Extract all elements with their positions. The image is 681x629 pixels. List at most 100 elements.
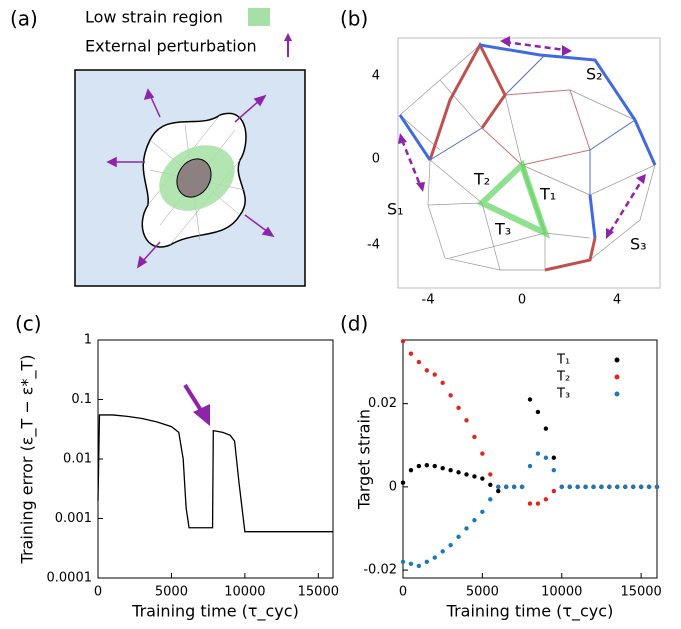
- arrow-heads: [398, 36, 646, 239]
- label: T₃: [494, 220, 511, 239]
- y-tick-label: -0.02: [363, 563, 397, 578]
- legend-text: External perturbation: [85, 37, 257, 56]
- data-point: [630, 484, 636, 490]
- label: S₂: [586, 65, 603, 84]
- data-point: [416, 463, 422, 469]
- data-point: [408, 351, 414, 356]
- annotation-arrow: [183, 383, 204, 414]
- legend-swatch: [248, 8, 270, 26]
- x-axis-label: Training time (τ_cyc): [446, 602, 614, 622]
- data-point: [480, 476, 485, 481]
- data-point: [551, 468, 557, 473]
- target-edge: [520, 164, 547, 234]
- y-tick-label: 0: [389, 479, 397, 494]
- data-point: [440, 465, 445, 471]
- data-point: [646, 484, 652, 490]
- y-tick-label: 0.0001: [47, 571, 93, 586]
- legend-marker: [614, 374, 620, 380]
- label: S₃: [630, 235, 647, 254]
- path-blue: [398, 114, 432, 161]
- data-point: [424, 463, 430, 468]
- x-tick-label: 10000: [541, 585, 582, 600]
- data-line: [97, 414, 333, 533]
- data-point: [464, 526, 469, 531]
- network-blue: [429, 54, 636, 195]
- path-blue: [479, 43, 657, 166]
- x-tick-label: 5000: [466, 585, 499, 600]
- data-point: [583, 484, 588, 490]
- data-point: [440, 549, 445, 554]
- data-point: [551, 455, 557, 460]
- y-axis-label: Training error (ε_T − ε*_T): [18, 355, 38, 565]
- data-point: [448, 542, 453, 548]
- data-point: [496, 484, 501, 490]
- y-tick-label: 4: [372, 69, 380, 84]
- data-point: [448, 393, 453, 398]
- data-point: [607, 484, 612, 490]
- data-point: [488, 472, 493, 477]
- label: T₁: [539, 185, 556, 204]
- y-tick-label: 0: [372, 152, 380, 167]
- data-point: [432, 555, 437, 560]
- x-axis-label: Training time (τ_cyc): [131, 602, 299, 622]
- x-tick-label: 15000: [298, 585, 339, 600]
- data-point: [448, 468, 453, 473]
- data-point: [424, 559, 430, 564]
- data-point: [543, 455, 549, 460]
- legend-marker: [614, 357, 620, 363]
- annotation-arrow-head: [193, 404, 210, 426]
- data-point: [472, 517, 477, 523]
- data-point: [519, 484, 525, 490]
- plot-frame: [402, 339, 658, 579]
- label: T₂: [473, 170, 490, 189]
- plot-frame: [97, 339, 334, 579]
- data-point: [400, 559, 406, 564]
- data-point: [432, 463, 437, 469]
- data-point: [480, 451, 485, 456]
- path-blue: [588, 194, 597, 239]
- x-tick-label: 5000: [155, 585, 188, 600]
- legend-arrow-head: [284, 33, 292, 41]
- x-tick-label: 4: [613, 293, 621, 308]
- data-point: [480, 509, 485, 515]
- data-point: [551, 488, 557, 494]
- data-point: [464, 418, 469, 423]
- data-point: [638, 484, 644, 490]
- x-tick-label: 10000: [224, 585, 265, 600]
- data-point: [456, 470, 461, 475]
- panel-label: (b): [340, 7, 368, 31]
- target-triangles: [476, 159, 551, 239]
- panel-label: (d): [340, 312, 368, 336]
- y-tick-label: 0.001: [55, 511, 92, 526]
- legend-label: T₃: [556, 387, 570, 402]
- data-point: [456, 405, 461, 411]
- x-tick-label: 0: [94, 585, 102, 600]
- data-point: [400, 480, 406, 485]
- data-point: [432, 372, 437, 377]
- data-point: [527, 463, 533, 469]
- y-axis-label: Target strain: [355, 409, 374, 510]
- path-red: [544, 237, 597, 272]
- data-point: [472, 474, 477, 479]
- y-tick-label: 0.02: [368, 396, 397, 411]
- network-thin: [399, 44, 656, 271]
- x-tick-label: -4: [422, 293, 435, 308]
- data-point: [440, 380, 445, 386]
- data-point: [496, 488, 501, 494]
- data-point: [527, 397, 533, 402]
- x-tick-label: 0: [518, 293, 526, 308]
- data-point: [543, 497, 549, 502]
- data-point: [575, 484, 580, 490]
- y-tick-label: 0.01: [63, 452, 92, 467]
- x-tick-label: 0: [399, 585, 407, 600]
- legend-text: Low strain region: [85, 8, 223, 27]
- data-point: [535, 451, 541, 456]
- panel-label: (a): [10, 7, 38, 31]
- data-point: [615, 484, 620, 490]
- panel-b-frame: [397, 37, 661, 289]
- data-point: [623, 484, 628, 490]
- data-point: [503, 484, 509, 490]
- data-point: [488, 497, 493, 502]
- data-point: [543, 426, 549, 431]
